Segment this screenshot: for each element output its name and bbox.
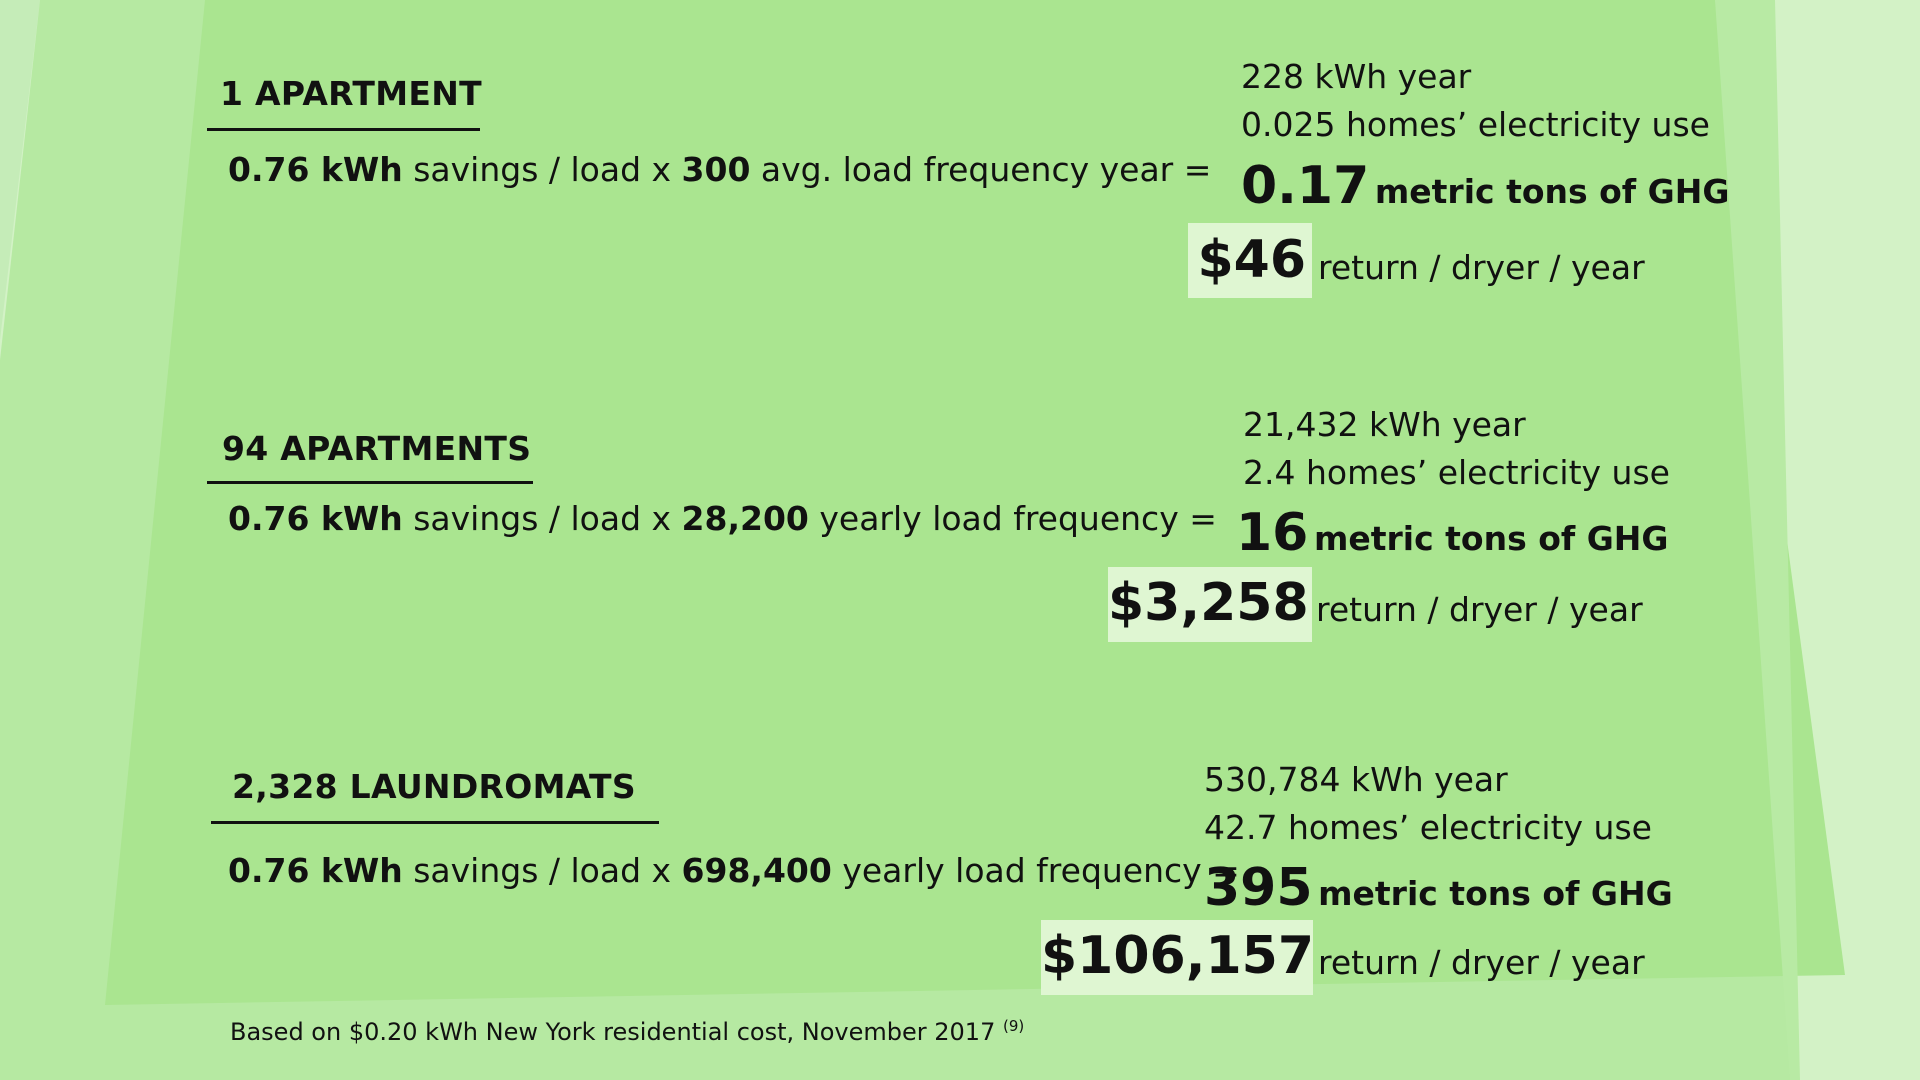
ghg-value: 395	[1204, 858, 1313, 918]
ghg-line: 16 metric tons of GHG	[1236, 503, 1669, 563]
savings-text: savings / load x	[402, 150, 682, 189]
title-underline	[211, 821, 659, 824]
ghg-unit: metric tons of GHG	[1318, 874, 1673, 913]
footnote-reference: (9)	[1002, 1017, 1025, 1035]
homes-electricity: 0.025 homes’ electricity use	[1241, 105, 1710, 144]
savings-formula: 0.76 kWh savings / load x 300 avg. load …	[228, 150, 1211, 189]
kwh-year: 21,432 kWh year	[1243, 405, 1526, 444]
savings-text: savings / load x	[402, 499, 682, 538]
title-underline	[207, 128, 480, 131]
savings-formula: 0.76 kWh savings / load x 698,400 yearly…	[228, 851, 1240, 890]
return-value: $3,258	[1108, 573, 1309, 633]
frequency-value: 28,200	[681, 499, 809, 538]
return-highlight	[1108, 567, 1312, 642]
ghg-line: 395 metric tons of GHG	[1204, 858, 1673, 918]
return-highlight	[1188, 223, 1312, 298]
footnote-text: Based on $0.20 kWh New York residential …	[230, 1018, 1003, 1046]
return-highlight	[1041, 920, 1313, 995]
homes-electricity: 42.7 homes’ electricity use	[1204, 808, 1652, 847]
savings-formula: 0.76 kWh savings / load x 28,200 yearly …	[228, 499, 1217, 538]
ghg-value: 0.17	[1241, 156, 1370, 216]
return-text: return / dryer / year	[1316, 590, 1643, 629]
frequency-value: 300	[681, 150, 751, 189]
kwh-year: 530,784 kWh year	[1204, 760, 1508, 799]
savings-value: 0.76 kWh	[228, 499, 403, 538]
section-title: 94 APARTMENTS	[222, 429, 532, 468]
kwh-year: 228 kWh year	[1241, 57, 1472, 96]
return-text: return / dryer / year	[1318, 248, 1645, 287]
frequency-text: yearly load frequency =	[831, 851, 1240, 890]
title-underline	[207, 481, 533, 484]
frequency-text: yearly load frequency =	[808, 499, 1217, 538]
return-text: return / dryer / year	[1318, 943, 1645, 982]
section-title: 1 APARTMENT	[220, 74, 482, 113]
savings-value: 0.76 kWh	[228, 851, 403, 890]
ghg-value: 16	[1236, 503, 1309, 563]
footnote: Based on $0.20 kWh New York residential …	[230, 1017, 1024, 1046]
frequency-value: 698,400	[681, 851, 832, 890]
ghg-line: 0.17 metric tons of GHG	[1241, 156, 1729, 216]
homes-electricity: 2.4 homes’ electricity use	[1243, 453, 1670, 492]
section-title: 2,328 LAUNDROMATS	[232, 767, 636, 806]
ghg-unit: metric tons of GHG	[1313, 519, 1669, 558]
savings-text: savings / load x	[402, 851, 682, 890]
return-value: $46	[1197, 230, 1306, 290]
savings-value: 0.76 kWh	[228, 150, 403, 189]
ghg-unit: metric tons of GHG	[1374, 172, 1730, 211]
return-value: $106,157	[1041, 926, 1315, 986]
frequency-text: avg. load frequency year =	[750, 150, 1212, 189]
